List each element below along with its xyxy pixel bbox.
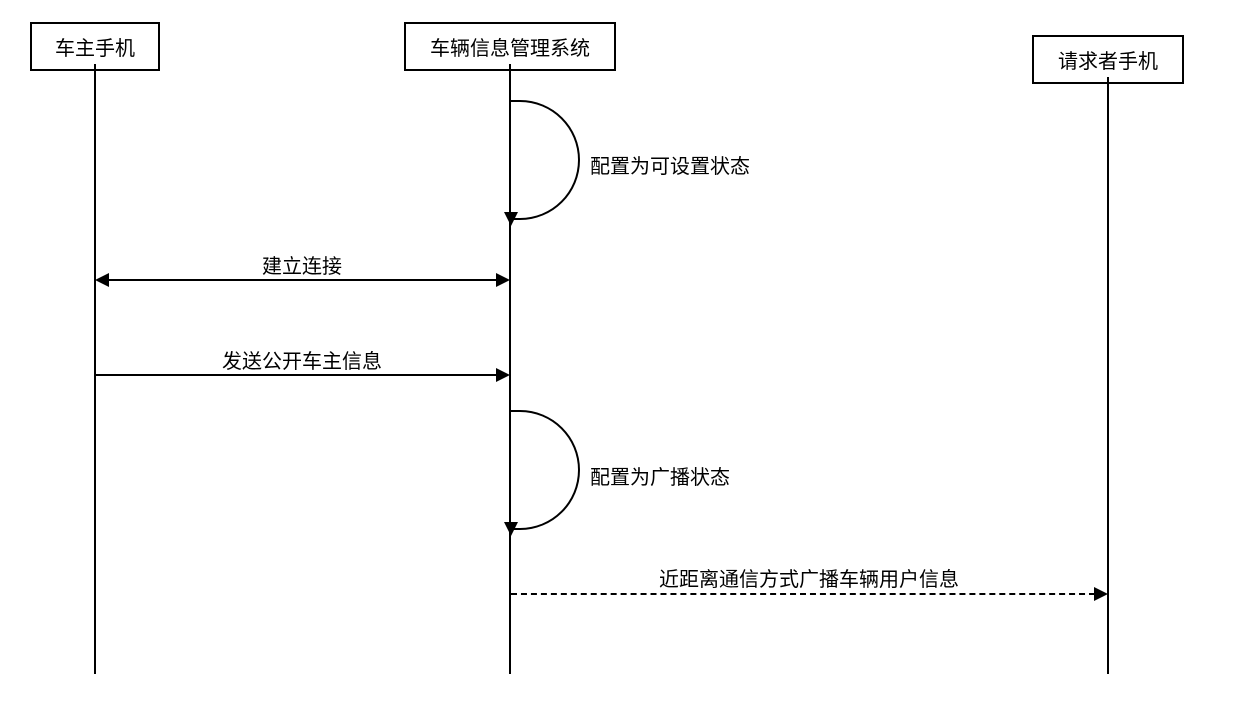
self-arc-configure-settable: [510, 100, 580, 220]
arrow-line-connect: [108, 279, 497, 281]
self-arrow-configure-broadcast: [504, 522, 518, 536]
arrow-line-send-info: [95, 374, 497, 376]
message-connect: 建立连接: [95, 250, 509, 279]
participant-requester-label: 请求者手机: [1058, 51, 1158, 73]
message-broadcast: 近距离通信方式广播车辆用户信息: [510, 563, 1108, 592]
participant-owner-label: 车主手机: [55, 38, 135, 60]
participant-system-label: 车辆信息管理系统: [430, 38, 590, 60]
self-arc-configure-broadcast: [510, 410, 580, 530]
message-configure-broadcast: 配置为广播状态: [590, 461, 730, 490]
arrow-line-broadcast: [511, 593, 1095, 595]
message-send-info: 发送公开车主信息: [95, 345, 509, 374]
self-arrow-configure-settable: [504, 212, 518, 226]
message-configure-settable: 配置为可设置状态: [590, 150, 750, 179]
